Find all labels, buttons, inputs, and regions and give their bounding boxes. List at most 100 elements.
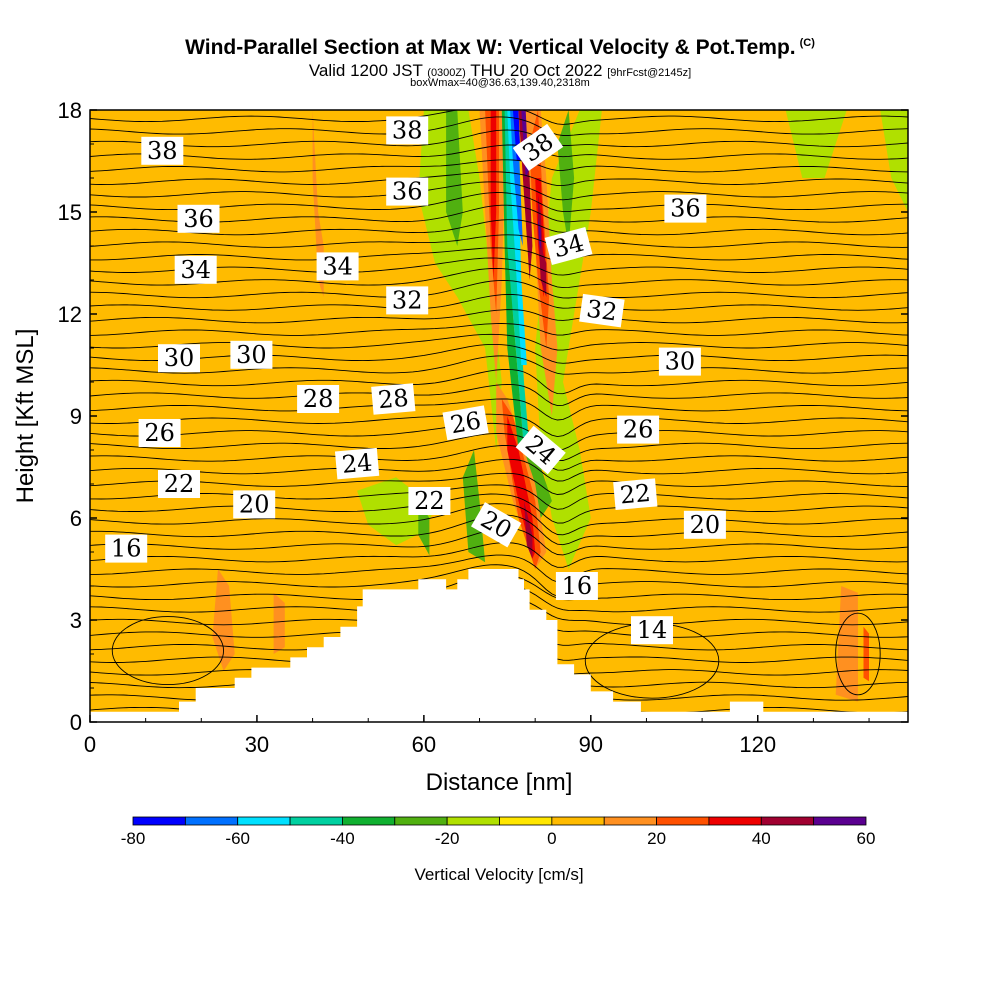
x-tick-label: 90 <box>579 732 603 757</box>
theta-contour-line <box>90 503 908 536</box>
theta-contour-line <box>90 554 908 583</box>
colorbar-swatch <box>342 816 396 826</box>
contour-label-box <box>158 344 200 373</box>
contour-label-box <box>664 194 707 223</box>
contour-label-box <box>555 572 598 600</box>
theta-contour-line <box>90 422 908 451</box>
x-axis-title: Distance [nm] <box>426 769 573 796</box>
colorbar-title: Vertical Velocity [cm/s] <box>414 865 583 884</box>
contour-label-box <box>233 490 276 519</box>
contour-label: 34 <box>544 227 593 265</box>
contour-label: 26 <box>617 415 660 444</box>
theta-contour-line <box>90 267 908 289</box>
contour-label-box <box>617 415 660 444</box>
velocity-region <box>462 450 486 563</box>
colorbar-swatch <box>603 816 657 826</box>
colorbar-tick-label: 0 <box>547 829 556 848</box>
contour-label: 26 <box>138 419 181 447</box>
y-axis-title: Height [Kft MSL] <box>12 329 39 504</box>
contour-label: 36 <box>664 194 707 223</box>
contour-label-box <box>105 534 148 563</box>
contour-label-text: 30 <box>236 341 267 369</box>
contour-label-text: 28 <box>303 385 334 413</box>
theta-contour-line <box>90 333 908 351</box>
velocity-region <box>852 609 858 688</box>
theta-contour-line <box>90 171 908 187</box>
contour-label-box <box>579 293 625 328</box>
contour-label: 38 <box>141 136 184 165</box>
contour-label-box <box>174 255 217 284</box>
contour-label: 16 <box>105 534 148 563</box>
colorbar-tick-label: 20 <box>647 829 666 848</box>
contour-label-text: 32 <box>585 295 619 327</box>
velocity-region <box>312 110 324 297</box>
theta-contour-line <box>90 493 908 524</box>
subtitle-fcst: [9hrFcst@2145z] <box>607 67 692 79</box>
contour-label-box <box>386 116 429 145</box>
theta-contour-line <box>90 343 908 364</box>
y-tick-label: 0 <box>70 710 82 735</box>
colorbar-swatch <box>289 816 343 826</box>
contour-label: 20 <box>683 510 726 539</box>
theta-contour-line <box>90 279 908 299</box>
contour-label-text: 16 <box>562 572 593 600</box>
contour-label-box <box>158 470 200 498</box>
contour-label: 26 <box>442 405 489 441</box>
contour-label: 30 <box>230 340 273 369</box>
contour-label-text: 16 <box>111 535 142 563</box>
contour-label: 22 <box>158 470 200 498</box>
contour-label-box <box>613 478 658 510</box>
y-tick-label: 15 <box>58 200 82 225</box>
contour-label-text: 34 <box>322 252 353 280</box>
contour-label-text: 38 <box>147 137 178 165</box>
y-tick-label: 3 <box>70 608 82 633</box>
contour-label-text: 20 <box>690 511 721 539</box>
contour-label: 36 <box>386 177 429 206</box>
x-tick-label: 30 <box>245 732 269 757</box>
contour-label-text: 36 <box>392 178 423 206</box>
y-tick-label: 6 <box>70 506 82 531</box>
x-tick-label: 120 <box>739 732 776 757</box>
theta-contour-line <box>90 542 908 568</box>
theta-contour-line <box>90 181 908 201</box>
contour-label-box <box>658 347 701 376</box>
contour-label-text: 20 <box>239 490 270 518</box>
contour-label: 22 <box>613 478 658 510</box>
theta-contour-line <box>90 398 908 421</box>
title-mark: (C) <box>799 37 815 49</box>
theta-contour-line <box>111 616 225 686</box>
theta-contour-line <box>90 116 908 136</box>
contour-label-box <box>138 419 181 447</box>
contour-label-text: 32 <box>392 286 423 314</box>
contour-label-box <box>316 252 359 281</box>
contour-label-box <box>512 123 564 171</box>
velocity-region <box>524 501 533 559</box>
contour-label: 28 <box>371 383 416 415</box>
colorbar-swatch <box>184 816 239 826</box>
contour-label-text: 26 <box>448 406 483 439</box>
subtitle-utc: (0300Z) <box>427 67 466 79</box>
velocity-region <box>273 592 285 654</box>
contour-label-box <box>471 502 522 548</box>
contour-label-box <box>683 510 726 539</box>
theta-contour-line <box>90 323 908 336</box>
contour-label-text: 36 <box>183 205 214 233</box>
theta-contour-line <box>90 192 908 213</box>
theta-contour-line <box>90 129 908 148</box>
contour-label-text: 26 <box>623 416 654 444</box>
contour-label-box <box>544 227 593 265</box>
colorbar-swatch <box>708 816 762 826</box>
colorbar-swatch <box>499 816 553 826</box>
colorbar-swatch <box>394 816 448 826</box>
colorbar-tick-label: -60 <box>225 829 250 848</box>
contour-label: 14 <box>631 616 673 645</box>
contour-label: 20 <box>233 490 276 519</box>
contour-label-text: 14 <box>637 616 668 644</box>
contour-label-text: 38 <box>392 116 423 144</box>
contour-label-text: 34 <box>180 256 211 284</box>
theta-contour-line <box>90 159 908 173</box>
contour-label-box <box>371 383 416 415</box>
contour-label-text: 22 <box>164 470 195 498</box>
